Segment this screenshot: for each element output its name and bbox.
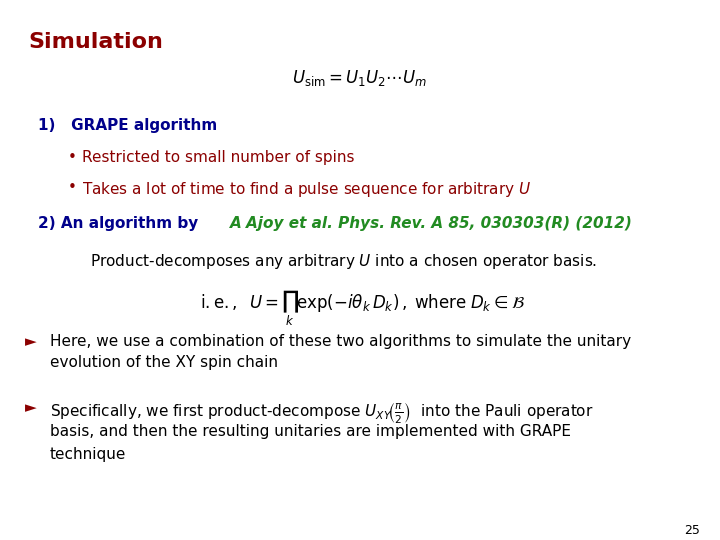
Text: technique: technique	[50, 447, 127, 462]
Text: Simulation: Simulation	[28, 32, 163, 52]
Text: Here, we use a combination of these two algorithms to simulate the unitary
evolu: Here, we use a combination of these two …	[50, 334, 631, 370]
Text: $U_{\rm sim} = U_1 U_2 \cdots U_m$: $U_{\rm sim} = U_1 U_2 \cdots U_m$	[292, 68, 428, 88]
Text: 2) An algorithm by: 2) An algorithm by	[38, 216, 198, 231]
Text: Restricted to small number of spins: Restricted to small number of spins	[82, 150, 354, 165]
Text: 25: 25	[684, 524, 700, 537]
Text: ${\rm i.e.,}\;\; U = \prod_k \exp(-i\theta_k\, D_k)\,,\;{\rm where}\; D_k \in \m: ${\rm i.e.,}\;\; U = \prod_k \exp(-i\the…	[200, 288, 525, 328]
Text: Specifically, we first product-decompose $U_{XY}\!\left(\frac{\pi}{2}\right)$  i: Specifically, we first product-decompose…	[50, 400, 594, 425]
Text: Takes a lot of time to find a pulse sequence for arbitrary $U$: Takes a lot of time to find a pulse sequ…	[82, 180, 531, 199]
Text: ►: ►	[25, 400, 37, 415]
Text: A Ajoy et al. Phys. Rev. A 85, 030303(R) (2012): A Ajoy et al. Phys. Rev. A 85, 030303(R)…	[230, 216, 633, 231]
Text: •: •	[68, 150, 77, 165]
Text: •: •	[68, 180, 77, 195]
Text: 1)   GRAPE algorithm: 1) GRAPE algorithm	[38, 118, 217, 133]
Text: basis, and then the resulting unitaries are implemented with GRAPE: basis, and then the resulting unitaries …	[50, 424, 571, 439]
Text: Product-decomposes any arbitrary $U$ into a chosen operator basis.: Product-decomposes any arbitrary $U$ int…	[90, 252, 598, 271]
Text: ►: ►	[25, 334, 37, 349]
